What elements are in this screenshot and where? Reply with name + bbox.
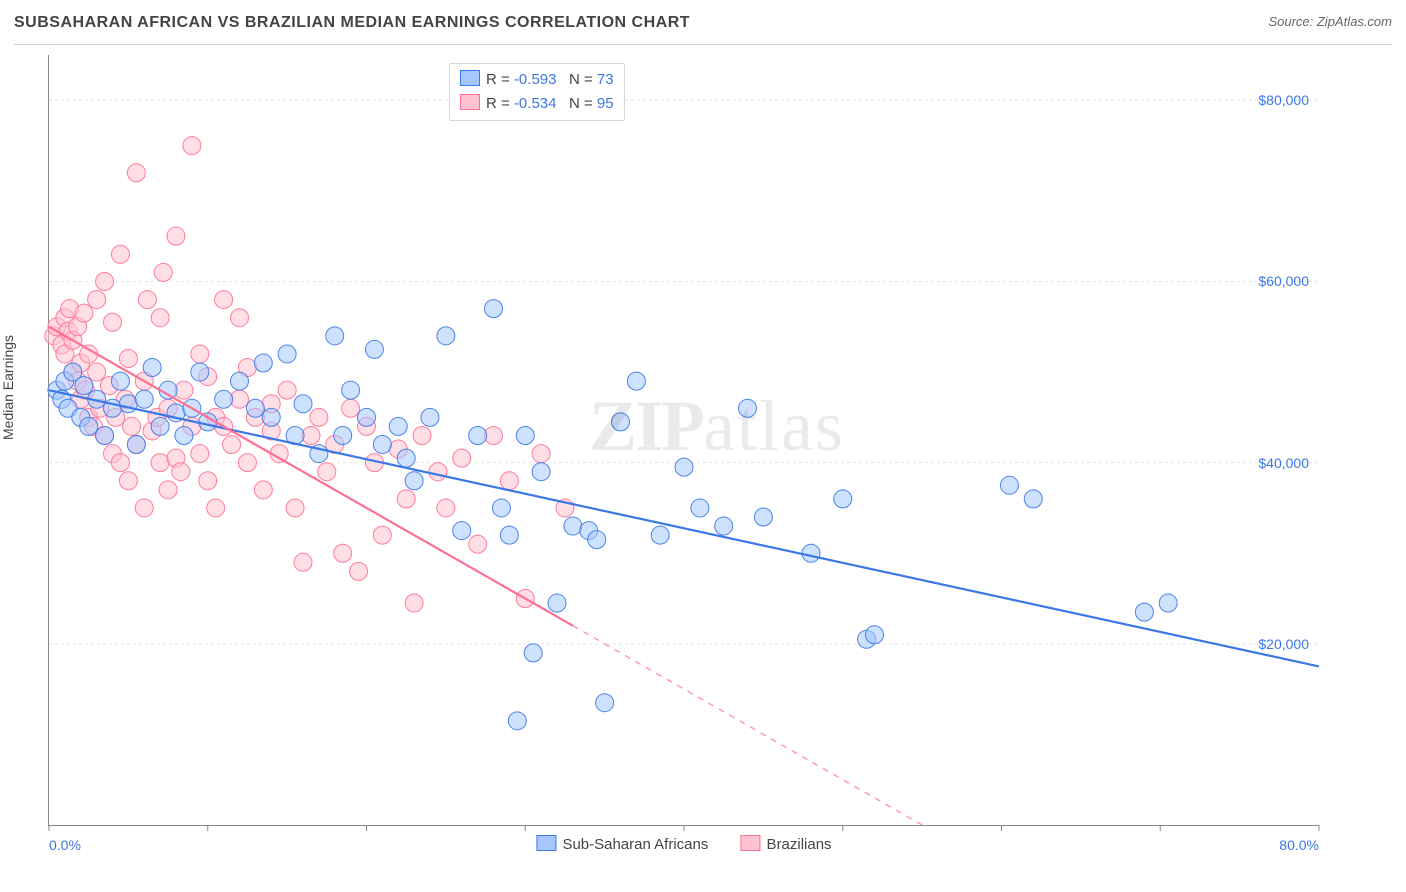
y-axis-label: Median Earnings bbox=[0, 335, 16, 440]
legend-item-pink: Brazilians bbox=[741, 836, 832, 853]
plot-svg bbox=[49, 55, 1319, 825]
source-attribution: Source: ZipAtlas.com bbox=[1268, 14, 1392, 29]
chart-title: SUBSAHARAN AFRICAN VS BRAZILIAN MEDIAN E… bbox=[14, 14, 690, 31]
legend-item-blue: Sub-Saharan Africans bbox=[536, 836, 712, 853]
correlation-legend-row: R = -0.593 N = 73 bbox=[460, 68, 614, 92]
y-tick-label: $60,000 bbox=[1258, 273, 1309, 289]
correlation-legend: R = -0.593 N = 73R = -0.534 N = 95 bbox=[449, 63, 625, 121]
chart-header: SUBSAHARAN AFRICAN VS BRAZILIAN MEDIAN E… bbox=[14, 14, 1392, 45]
legend-swatch-blue bbox=[536, 835, 556, 851]
y-tick-label: $20,000 bbox=[1258, 636, 1309, 652]
scatter-plot-area: ZIPatlas R = -0.593 N = 73R = -0.534 N =… bbox=[48, 55, 1319, 826]
source-link[interactable]: ZipAtlas.com bbox=[1317, 14, 1392, 29]
legend-swatch-pink bbox=[741, 835, 761, 851]
series-legend: Sub-Saharan Africans Brazilians bbox=[522, 835, 845, 853]
x-tick-label: 0.0% bbox=[49, 837, 81, 853]
x-tick-label: 80.0% bbox=[1279, 837, 1319, 853]
correlation-legend-row: R = -0.534 N = 95 bbox=[460, 92, 614, 116]
y-tick-label: $40,000 bbox=[1258, 455, 1309, 471]
y-tick-label: $80,000 bbox=[1258, 92, 1309, 108]
